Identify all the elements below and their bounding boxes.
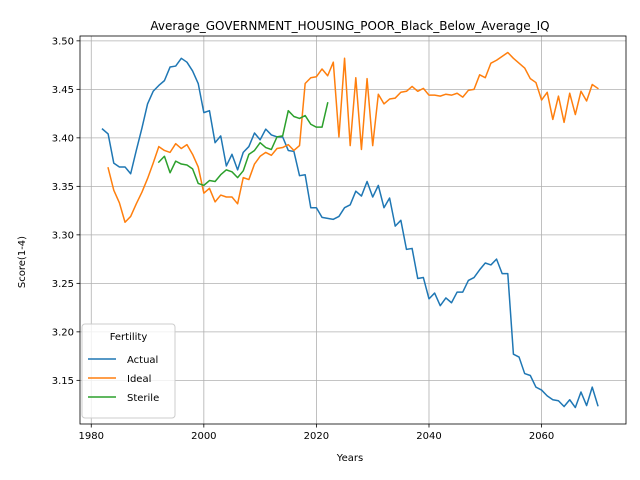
chart-title: Average_GOVERNMENT_HOUSING_POOR_Black_Be… (150, 19, 549, 33)
series-line-sterile (157, 102, 329, 187)
x-tick-label: 2020 (304, 431, 329, 442)
x-axis-label: Years (336, 453, 363, 464)
legend-label-sterile: Sterile (127, 393, 159, 404)
legend: Fertility Actual Ideal Sterile (81, 323, 176, 419)
legend-label-ideal: Ideal (127, 374, 151, 385)
y-tick-label: 3.25 (52, 279, 74, 290)
series-line-actual (101, 57, 599, 409)
y-tick-label: 3.35 (52, 182, 74, 193)
plot-frame (79, 35, 627, 425)
legend-box (81, 323, 176, 419)
series-line-ideal (107, 51, 599, 223)
legend-label-actual: Actual (127, 355, 158, 366)
x-tick-label: 2060 (529, 431, 554, 442)
y-tick-label: 3.50 (52, 36, 74, 47)
y-axis-label: Score(1-4) (17, 236, 28, 288)
y-tick-label: 3.30 (52, 230, 74, 241)
y-tick-label: 3.15 (52, 376, 74, 387)
x-tick-label: 2000 (191, 431, 216, 442)
legend-title: Fertility (110, 332, 148, 343)
x-tick-label: 1980 (79, 431, 104, 442)
y-tick-label: 3.20 (52, 327, 74, 338)
y-tick-label: 3.45 (52, 85, 74, 96)
x-tick-label: 2040 (416, 431, 441, 442)
y-tick-label: 3.40 (52, 133, 74, 144)
